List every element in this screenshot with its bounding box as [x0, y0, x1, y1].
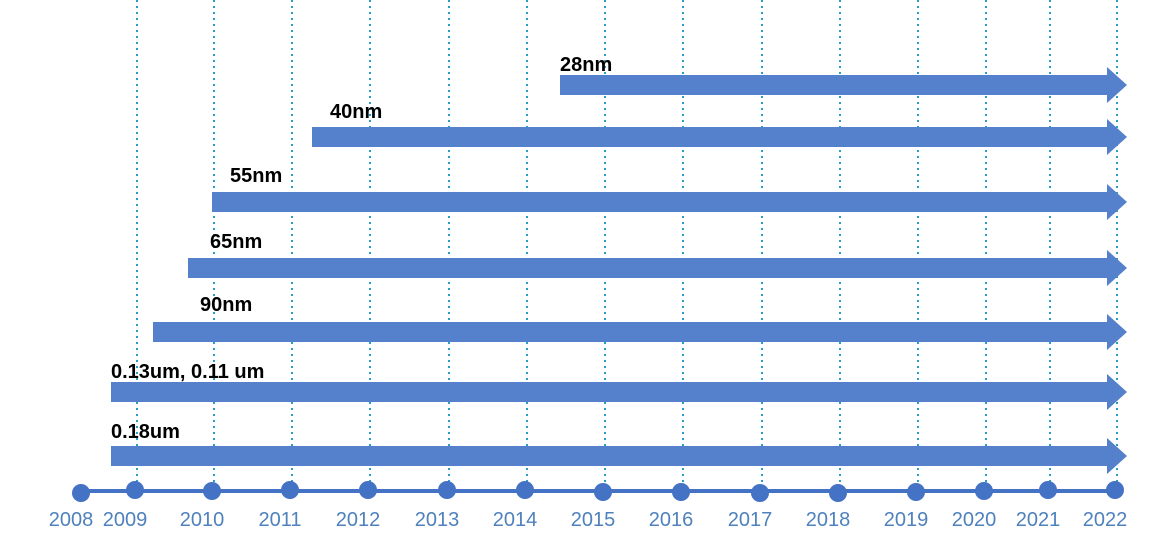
year-label: 2010 — [180, 509, 225, 531]
node-label: 90nm — [200, 294, 252, 316]
year-label: 2015 — [571, 509, 616, 531]
year-dot — [751, 484, 769, 502]
node-arrow — [111, 374, 1127, 410]
year-dot — [1106, 481, 1124, 499]
node-label: 0.18um — [111, 421, 180, 443]
year-dot — [829, 484, 847, 502]
node-arrow — [153, 314, 1127, 350]
node-arrow — [312, 119, 1127, 155]
year-label: 2008 — [49, 509, 94, 531]
year-label: 2013 — [415, 509, 460, 531]
year-label: 2018 — [806, 509, 851, 531]
year-label: 2016 — [649, 509, 694, 531]
year-label: 2011 — [258, 509, 301, 531]
year-dot — [203, 482, 221, 500]
node-label: 40nm — [330, 101, 382, 123]
year-dot — [1039, 481, 1057, 499]
year-label: 2019 — [884, 509, 929, 531]
node-arrow — [560, 67, 1127, 103]
year-label: 2012 — [336, 509, 381, 531]
node-label: 0.13um, 0.11 um — [111, 361, 264, 383]
year-dot — [516, 481, 534, 499]
year-label: 2017 — [728, 509, 773, 531]
node-label: 28nm — [560, 54, 612, 76]
node-arrow — [188, 250, 1127, 286]
node-arrow — [212, 184, 1127, 220]
year-dot — [438, 481, 456, 499]
year-label: 2014 — [493, 509, 538, 531]
year-label: 2022 — [1083, 509, 1128, 531]
node-label: 65nm — [210, 231, 262, 253]
year-label: 2021 — [1016, 509, 1061, 531]
year-dot — [126, 481, 144, 499]
year-dot — [672, 483, 690, 501]
year-dot — [72, 484, 90, 502]
year-label: 2020 — [952, 509, 997, 531]
year-dot — [907, 483, 925, 501]
year-dot — [594, 483, 612, 501]
year-dot — [281, 481, 299, 499]
node-arrow — [111, 438, 1127, 474]
node-label: 55nm — [230, 165, 282, 187]
year-dot — [359, 481, 377, 499]
year-label: 2009 — [103, 509, 148, 531]
year-dot — [975, 482, 993, 500]
